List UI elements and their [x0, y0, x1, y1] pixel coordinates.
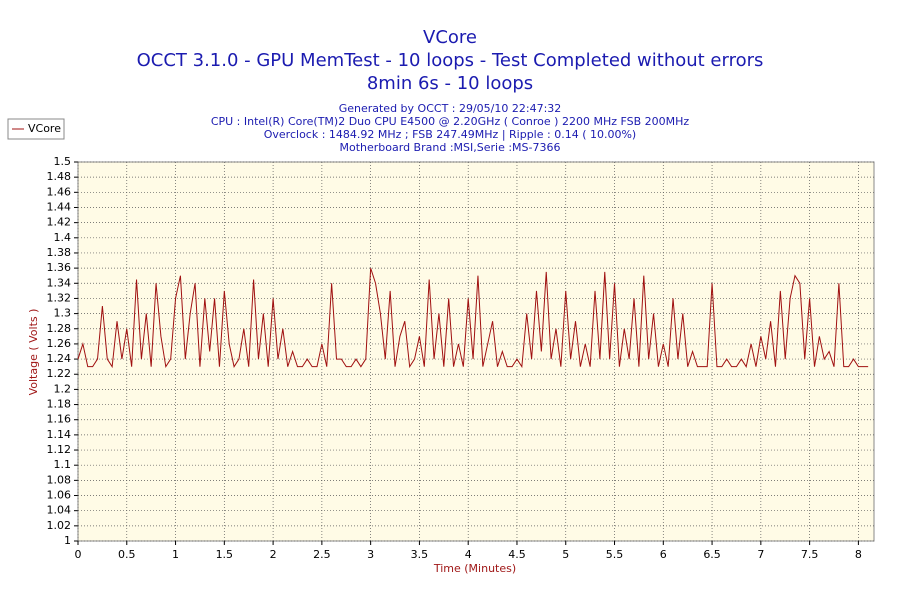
- y-tick-label: 1.14: [47, 428, 72, 441]
- x-tick-label: 0: [75, 548, 82, 561]
- y-tick-label: 1.36: [47, 261, 72, 274]
- x-tick-label: 7: [757, 548, 764, 561]
- info-line: Overclock : 1484.92 MHz ; FSB 247.49MHz …: [264, 128, 636, 141]
- y-tick-label: 1.18: [47, 398, 72, 411]
- x-tick-label: 4.5: [508, 548, 526, 561]
- x-tick-label: 6.5: [703, 548, 721, 561]
- x-tick-label: 8: [855, 548, 862, 561]
- y-tick-label: 1.46: [47, 185, 72, 198]
- x-tick-label: 6: [660, 548, 667, 561]
- y-tick-label: 1.04: [47, 504, 72, 517]
- y-tick-label: 1.26: [47, 337, 72, 350]
- y-tick-label: 1: [64, 534, 71, 547]
- y-tick-label: 1.2: [54, 382, 72, 395]
- y-tick-label: 1.06: [47, 489, 72, 502]
- legend-box: [7, 118, 65, 140]
- y-tick-label: 1.08: [47, 473, 72, 486]
- data-line: [77, 267, 869, 369]
- x-tick-label: 3.5: [411, 548, 429, 561]
- x-axis-label: Time (Minutes): [433, 562, 516, 575]
- x-tick-label: 5.5: [606, 548, 624, 561]
- y-tick-label: 1.3: [54, 307, 72, 320]
- legend-label: VCore: [28, 122, 61, 135]
- y-tick-label: 1.4: [54, 231, 72, 244]
- chart-title: VCore: [423, 27, 477, 48]
- chart-subtitle: OCCT 3.1.0 - GPU MemTest - 10 loops - Te…: [137, 50, 764, 71]
- info-line: CPU : Intel(R) Core(TM)2 Duo CPU E4500 @…: [211, 115, 690, 128]
- x-tick-label: 0.5: [118, 548, 136, 561]
- y-axis-label: Voltage ( Volts ): [27, 309, 40, 396]
- x-tick-label: 1: [172, 548, 179, 561]
- x-tick-label: 2.5: [313, 548, 331, 561]
- chart-subtitle: 8min 6s - 10 loops: [367, 73, 533, 94]
- y-tick-label: 1.5: [54, 155, 72, 168]
- x-tick-label: 1.5: [216, 548, 234, 561]
- x-tick-label: 4: [465, 548, 472, 561]
- y-tick-label: 1.44: [47, 200, 72, 213]
- y-tick-label: 1.12: [47, 443, 72, 456]
- y-tick-label: 1.24: [47, 352, 72, 365]
- y-tick-label: 1.38: [47, 246, 72, 259]
- y-tick-label: 1.48: [47, 170, 72, 183]
- x-tick-label: 5: [562, 548, 569, 561]
- y-tick-label: 1.22: [47, 367, 72, 380]
- y-tick-label: 1.1: [54, 458, 72, 471]
- x-tick-label: 7.5: [801, 548, 819, 561]
- plot-area: [77, 161, 875, 542]
- x-tick-label: 3: [367, 548, 374, 561]
- y-tick-label: 1.42: [47, 216, 72, 229]
- y-tick-label: 1.28: [47, 322, 72, 335]
- y-tick-label: 1.16: [47, 413, 72, 426]
- y-tick-label: 1.34: [47, 276, 72, 289]
- x-tick-label: 2: [270, 548, 277, 561]
- info-line: Generated by OCCT : 29/05/10 22:47:32: [339, 102, 562, 115]
- y-tick-label: 1.32: [47, 291, 72, 304]
- info-line: Motherboard Brand :MSI,Serie :MS-7366: [340, 141, 561, 154]
- y-tick-label: 1.02: [47, 519, 72, 532]
